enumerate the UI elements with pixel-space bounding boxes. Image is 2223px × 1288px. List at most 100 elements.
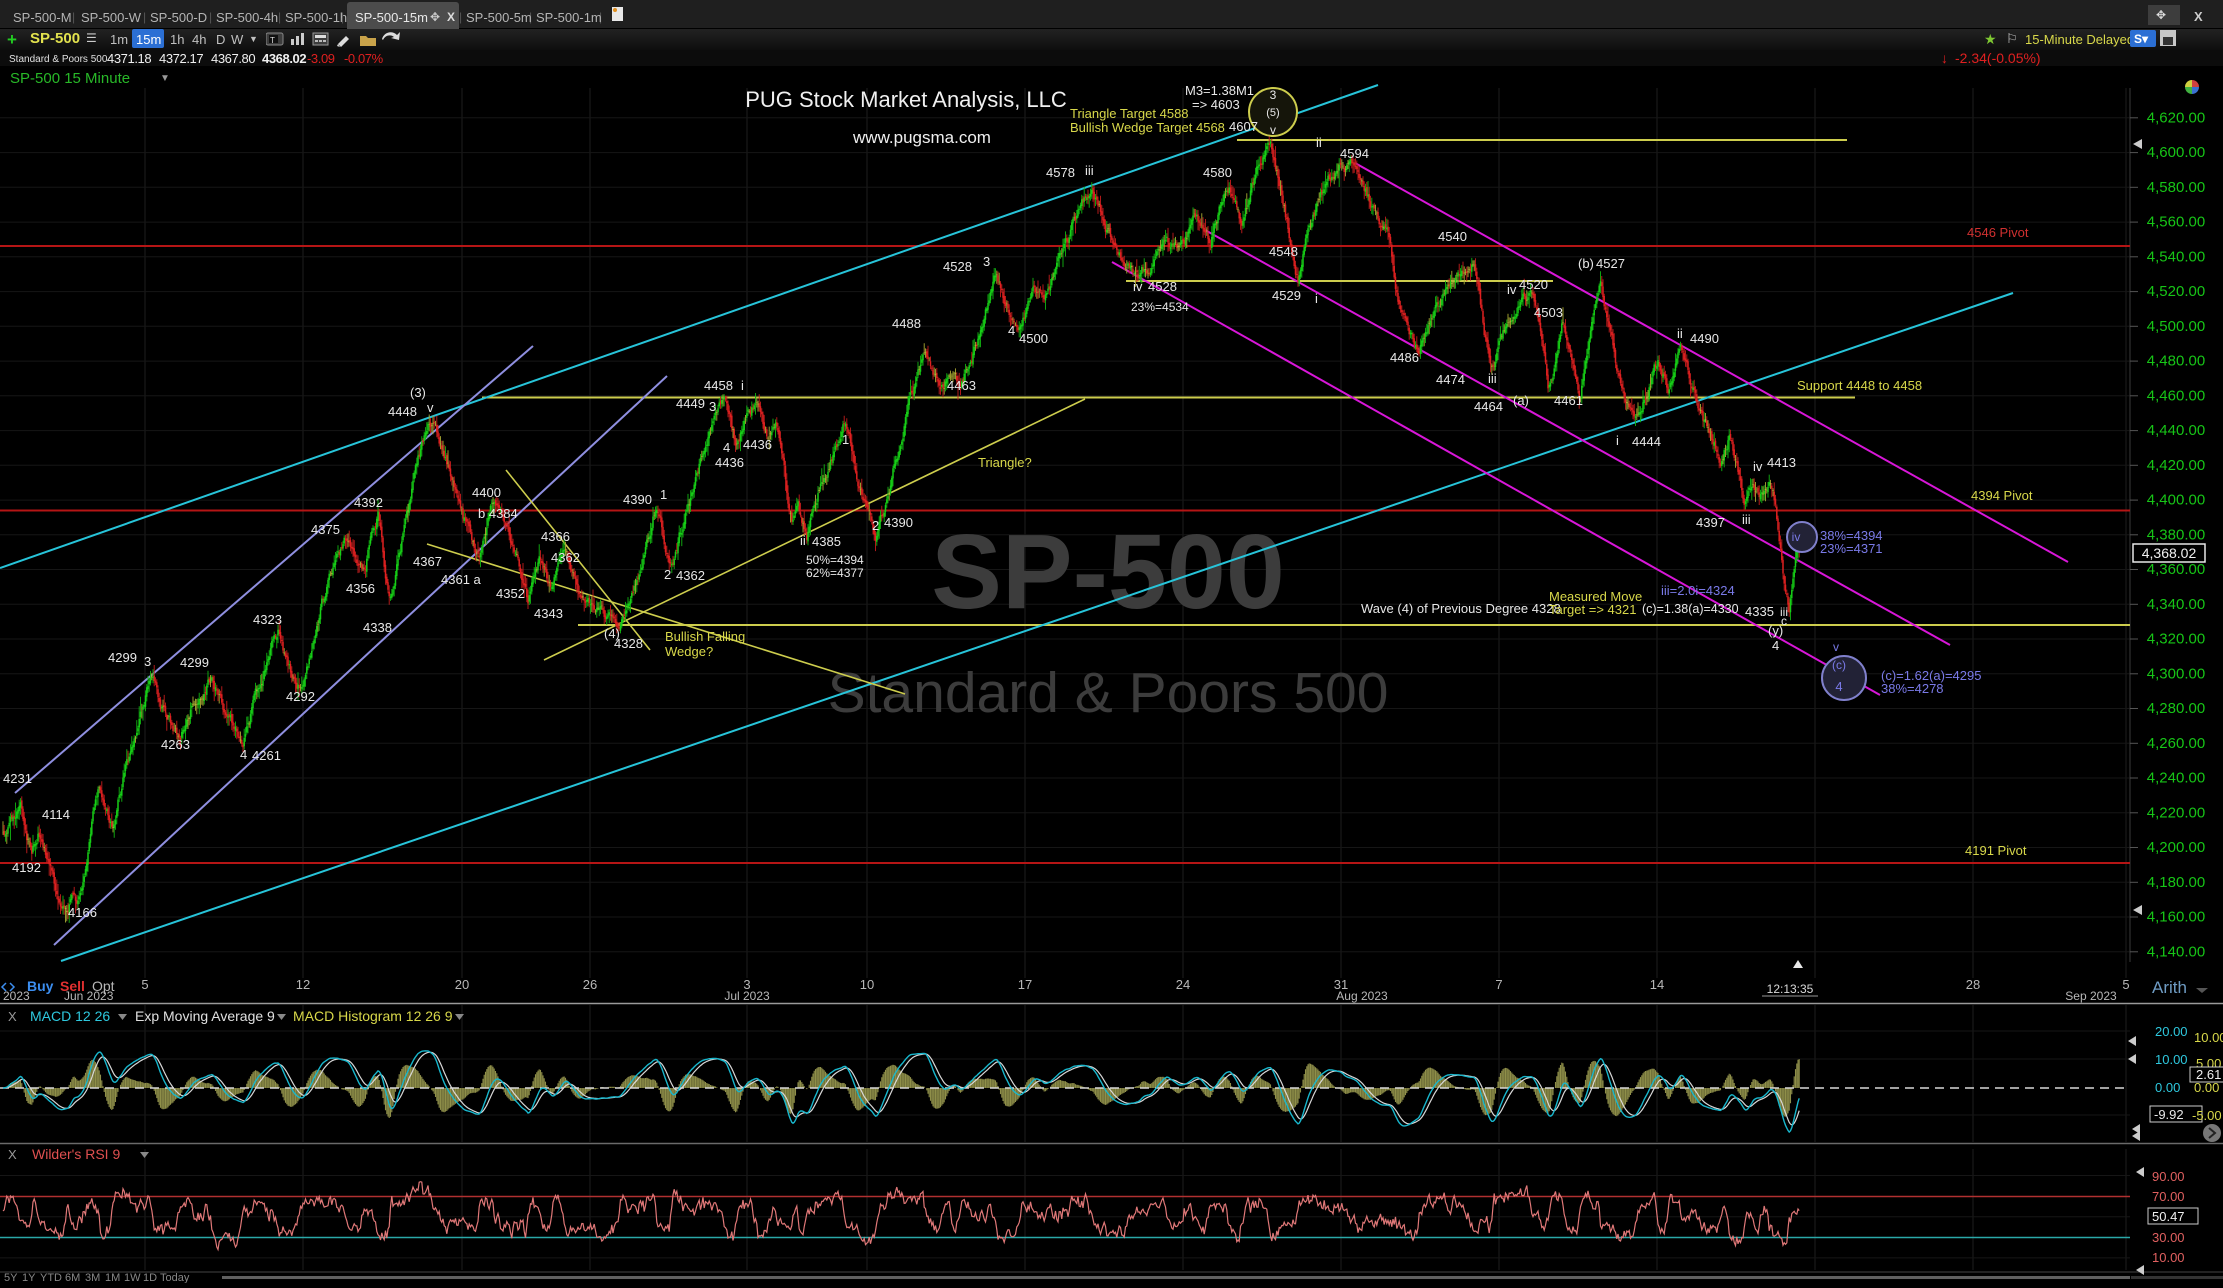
svg-text:3: 3 [1270,88,1277,102]
svg-text:4594: 4594 [1340,146,1369,161]
svg-text:-9.92: -9.92 [2154,1107,2184,1122]
svg-text:38%=4394: 38%=4394 [1820,528,1883,543]
svg-text:v: v [427,400,434,415]
svg-text:4548: 4548 [1269,244,1298,259]
svg-text:i: i [1315,291,1318,306]
svg-text:3: 3 [743,977,750,992]
svg-text:4528: 4528 [943,259,972,274]
svg-text:(a): (a) [1513,393,1529,408]
svg-text:Jul 2023: Jul 2023 [724,989,770,1003]
svg-text:4488: 4488 [892,316,921,331]
svg-text:Sep 2023: Sep 2023 [2065,989,2117,1003]
svg-text:iii: iii [1780,605,1788,619]
svg-text:i: i [741,378,744,393]
svg-text:4607: 4607 [1229,119,1258,134]
svg-text:4528: 4528 [1148,279,1177,294]
svg-text:4529: 4529 [1272,288,1301,303]
svg-text:iii: iii [1742,512,1751,527]
svg-text:-5.00: -5.00 [2192,1108,2222,1123]
svg-text:Arith: Arith [2152,978,2187,997]
svg-text:4449: 4449 [676,396,705,411]
svg-text:4,420.00: 4,420.00 [2147,457,2205,474]
svg-text:4458: 4458 [704,378,733,393]
svg-text:Triangle Target 4588: Triangle Target 4588 [1070,106,1189,121]
svg-text:iv: iv [1133,279,1143,294]
svg-text:Opt: Opt [92,978,115,994]
svg-text:4,480.00: 4,480.00 [2147,353,2205,370]
svg-text:4436: 4436 [743,437,772,452]
svg-text:4392: 4392 [354,495,383,510]
svg-text:4191 Pivot: 4191 Pivot [1965,843,2027,858]
svg-text:2: 2 [872,518,879,533]
svg-text:4448: 4448 [388,404,417,419]
svg-text:4343: 4343 [534,606,563,621]
svg-text:4474: 4474 [1436,372,1465,387]
svg-text:4490: 4490 [1690,331,1719,346]
svg-text:1: 1 [660,487,667,502]
svg-text:X: X [8,1009,17,1024]
svg-text:1: 1 [842,432,849,447]
svg-text:5: 5 [2122,977,2129,992]
svg-text:4527: 4527 [1596,256,1625,271]
svg-text:Measured Move: Measured Move [1549,589,1642,604]
svg-text:4,380.00: 4,380.00 [2147,526,2205,543]
svg-text:4390: 4390 [884,515,913,530]
svg-text:6M: 6M [65,1272,80,1283]
svg-text:4: 4 [240,747,247,762]
svg-text:Jun 2023: Jun 2023 [64,989,114,1003]
svg-text:PUG Stock Market Analysis, LLC: PUG Stock Market Analysis, LLC [745,87,1067,112]
svg-text:4261: 4261 [252,748,281,763]
svg-text:28: 28 [1966,977,1980,992]
svg-text:ii: ii [1316,135,1322,150]
svg-text:YTD: YTD [40,1272,62,1283]
svg-text:4397: 4397 [1696,515,1725,530]
svg-text:4361 a: 4361 a [441,572,482,587]
svg-text:Exp Moving Average 9: Exp Moving Average 9 [135,1008,275,1024]
svg-text:4367: 4367 [413,554,442,569]
svg-text:b 4384: b 4384 [478,506,518,521]
svg-text:4444: 4444 [1632,434,1661,449]
svg-text:1D: 1D [143,1272,157,1283]
svg-text:70.00: 70.00 [2152,1189,2185,1204]
svg-text:4,500.00: 4,500.00 [2147,318,2205,335]
svg-text:17: 17 [1018,977,1032,992]
svg-text:iv: iv [1507,282,1517,297]
svg-text:23%=4534: 23%=4534 [1131,300,1189,314]
svg-text:50.47: 50.47 [2152,1209,2185,1224]
svg-text:Today: Today [160,1272,190,1283]
svg-text:1Y: 1Y [22,1272,36,1283]
svg-text:4,368.02: 4,368.02 [2142,545,2197,561]
svg-text:4540: 4540 [1438,229,1467,244]
svg-text:4413: 4413 [1767,455,1796,470]
svg-text:Target => 4321: Target => 4321 [1549,602,1636,617]
svg-text:5: 5 [141,977,148,992]
svg-text:20: 20 [455,977,469,992]
svg-text:(b): (b) [1578,256,1594,271]
svg-text:3M: 3M [85,1272,100,1283]
svg-text:1M: 1M [105,1272,120,1283]
svg-text:(4): (4) [604,626,620,641]
svg-text:4400: 4400 [472,485,501,500]
svg-text:Wedge?: Wedge? [665,644,713,659]
svg-text:4,360.00: 4,360.00 [2147,561,2205,578]
svg-text:4436: 4436 [715,455,744,470]
svg-text:4580: 4580 [1203,165,1232,180]
svg-text:Bullish Wedge Target 4568: Bullish Wedge Target 4568 [1070,120,1225,135]
svg-text:4,140.00: 4,140.00 [2147,943,2205,960]
svg-text:4394 Pivot: 4394 Pivot [1971,488,2033,503]
svg-text:Support 4448 to 4458: Support 4448 to 4458 [1797,378,1922,393]
svg-text:0.00: 0.00 [2194,1080,2219,1095]
svg-text:iii: iii [1085,163,1094,178]
svg-text:www.pugsma.com: www.pugsma.com [852,128,991,147]
svg-text:4,560.00: 4,560.00 [2147,214,2205,231]
svg-text:4231: 4231 [3,771,32,786]
svg-text:Aug 2023: Aug 2023 [1336,989,1388,1003]
svg-text:10.00: 10.00 [2194,1030,2223,1045]
svg-text:24: 24 [1176,977,1190,992]
svg-text:2.61: 2.61 [2196,1067,2221,1082]
svg-text:4366: 4366 [541,529,570,544]
svg-text:4,600.00: 4,600.00 [2147,144,2205,161]
svg-text:26: 26 [583,977,597,992]
svg-text:0.00: 0.00 [2155,1080,2180,1095]
svg-text:4,520.00: 4,520.00 [2147,283,2205,300]
